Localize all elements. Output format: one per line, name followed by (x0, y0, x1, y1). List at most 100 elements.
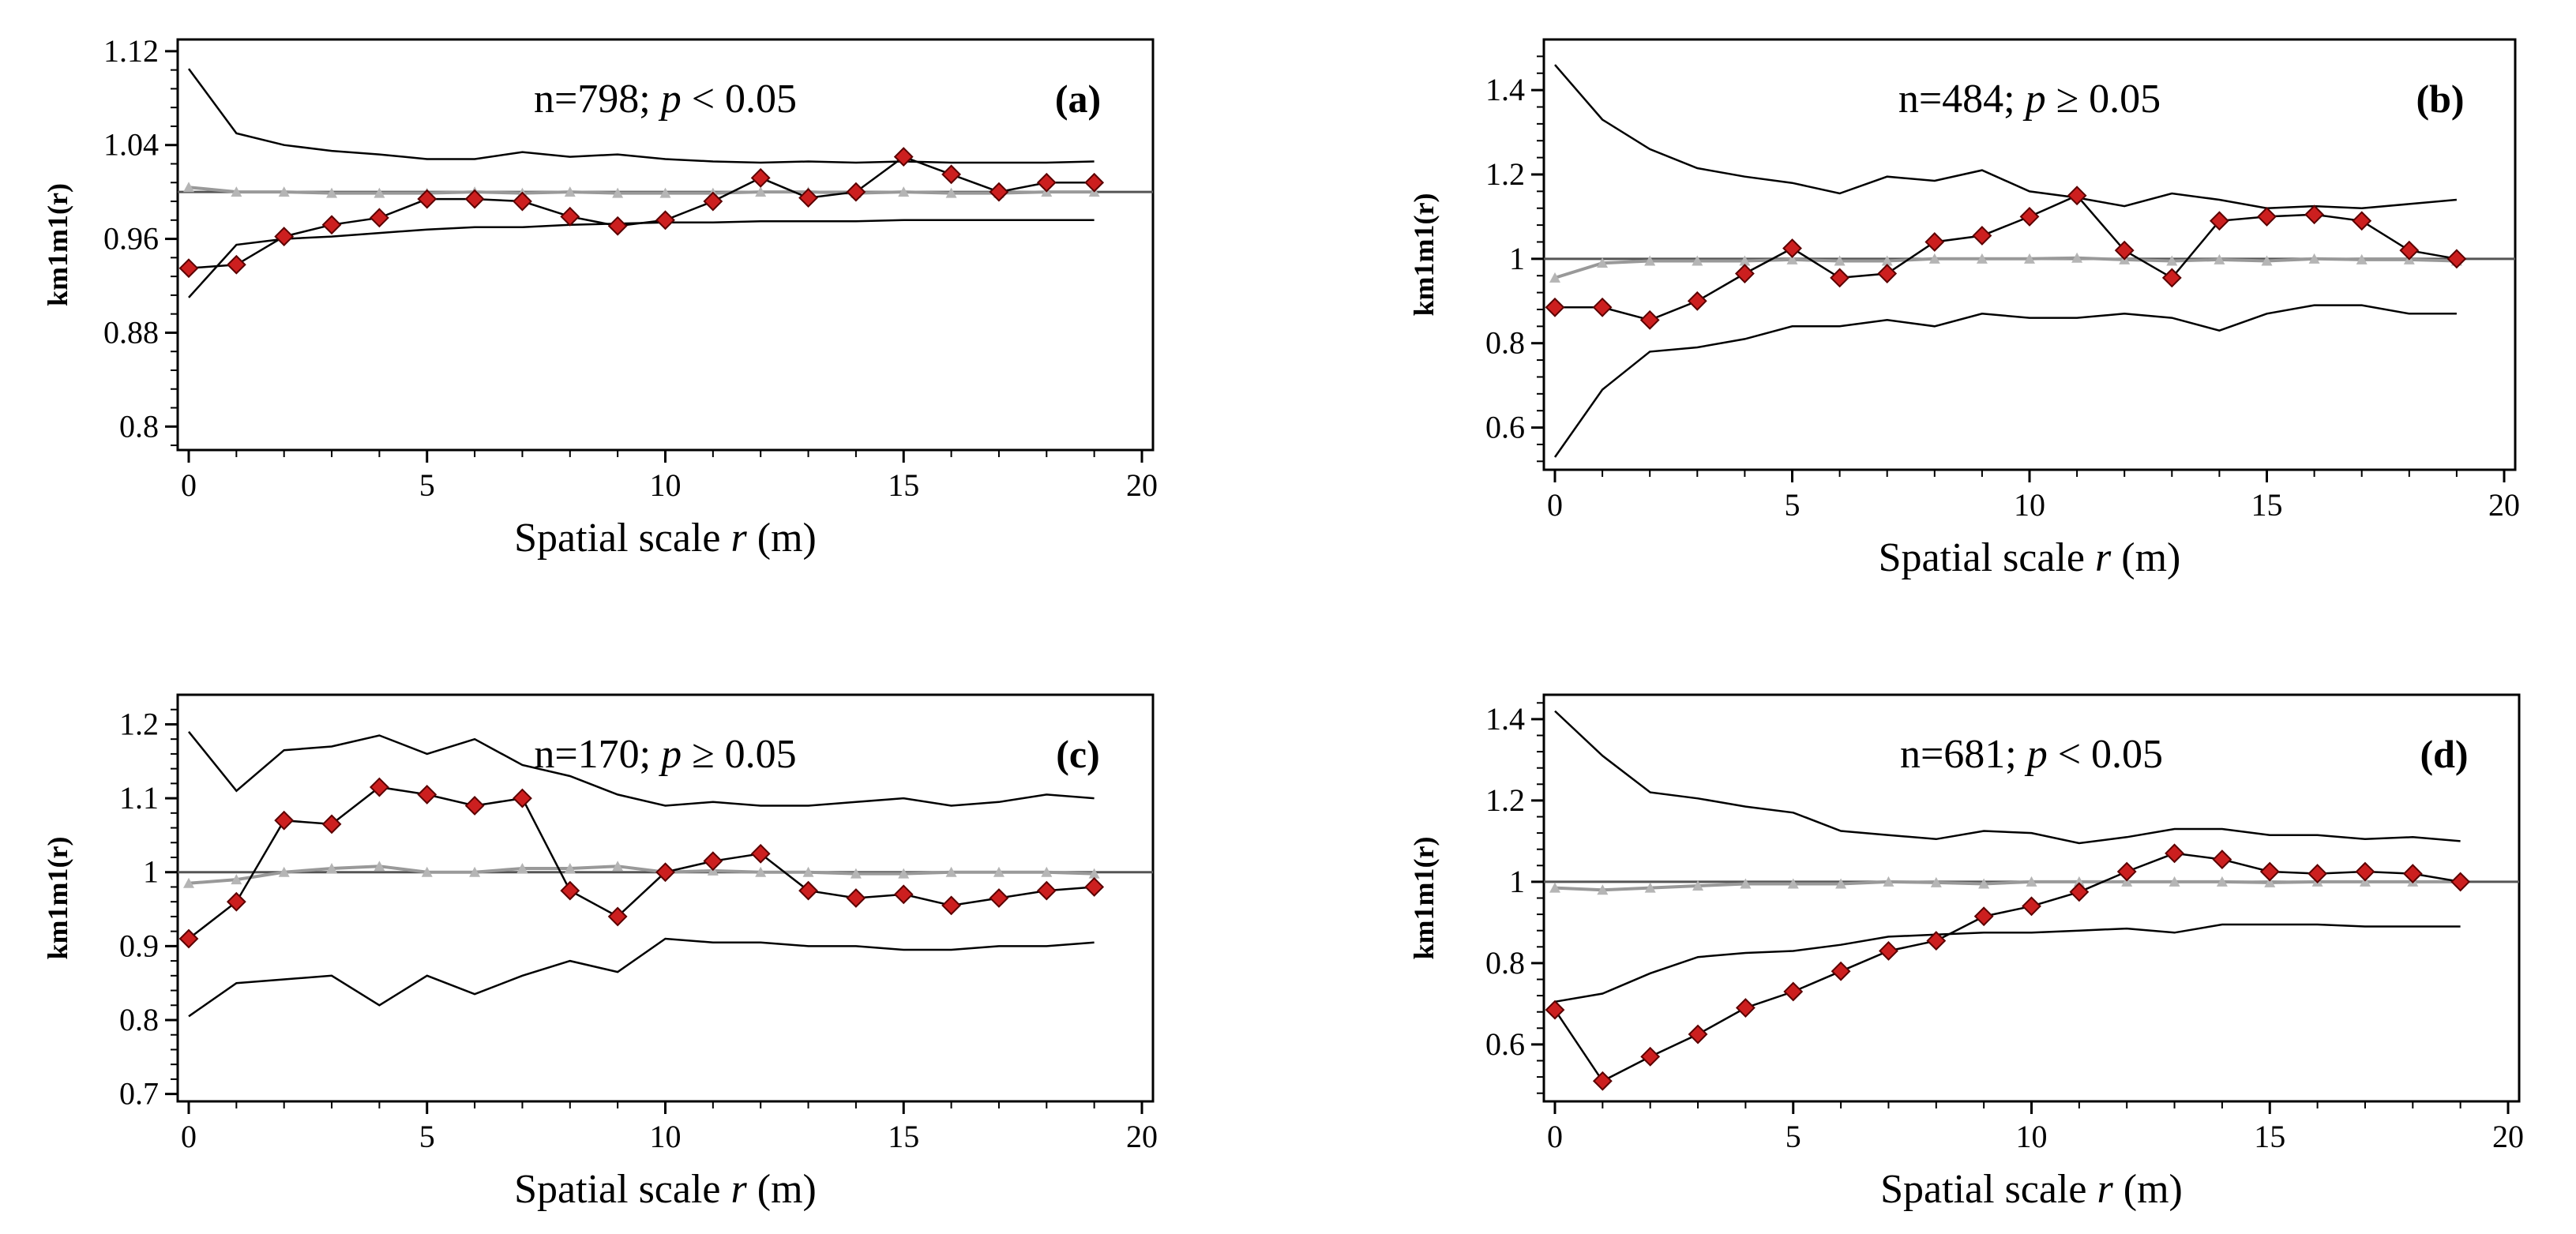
y-tick-label: 1.2 (119, 706, 159, 741)
mean-marker (183, 182, 194, 193)
observed-point (226, 254, 246, 275)
mean-marker (1549, 272, 1560, 283)
y-axis-label: km1m1(r) (42, 837, 73, 960)
mean-marker (1881, 255, 1893, 266)
mean-marker (183, 877, 194, 888)
mean-marker (278, 866, 290, 877)
observed-point (513, 191, 532, 212)
observed-point (1877, 264, 1898, 283)
y-tick-label: 1.12 (103, 33, 159, 69)
stats-annotation: n=170; p ≥ 0.05 (534, 732, 796, 777)
y-axis-label: km1m1(r) (1408, 193, 1440, 317)
observed-point (1972, 226, 1992, 246)
observed-point (941, 895, 962, 916)
observed-point (2450, 872, 2471, 892)
y-tick-label: 0.8 (119, 1002, 159, 1037)
x-tick-label: 5 (1785, 487, 1801, 523)
x-tick-label: 0 (181, 467, 197, 503)
mean-marker (278, 186, 290, 197)
panel-d: 0.6 0.8 1 1.2 1.4 0 5 10 15 20 km1m1(r) Spatial sca… (1408, 693, 2524, 1212)
observed-point (2161, 268, 2182, 288)
observed-point (2257, 206, 2277, 227)
mean-marker (231, 186, 242, 197)
mean-marker (326, 187, 338, 198)
mean-marker (2071, 252, 2083, 263)
observed-point (798, 188, 818, 208)
mean-marker (1978, 878, 1990, 889)
observed-point (464, 796, 485, 816)
observed-point (607, 906, 628, 927)
stats-annotation: n=681; p < 0.05 (1900, 732, 2163, 777)
x-tick-label: 10 (650, 467, 682, 503)
mean-marker (564, 863, 576, 874)
x-tick-label: 5 (419, 467, 435, 503)
observed-point (321, 215, 342, 235)
y-axis-label: km1m1(r) (42, 183, 73, 306)
observed-point (274, 227, 295, 247)
mean-marker (1597, 257, 1609, 268)
x-tick-label: 10 (2016, 1119, 2048, 1154)
observed-point (750, 167, 771, 188)
observed-point (369, 208, 389, 228)
mean-marker (1835, 878, 1847, 889)
series-upper-envelope (1554, 64, 2458, 209)
observed-point (464, 189, 485, 209)
mean-marker (1834, 255, 1846, 266)
series-lower-envelope (1554, 923, 2461, 1003)
panel-label: (b) (2416, 77, 2464, 121)
observed-point (655, 862, 675, 883)
series-simulation-mean (188, 186, 1095, 195)
series-lower-envelope (1553, 304, 2457, 458)
mean-marker (231, 874, 242, 885)
stats-annotation: n=798; p < 0.05 (534, 77, 797, 122)
observed-point (893, 147, 914, 167)
x-axis-label: Spatial scale r (m) (1879, 535, 2181, 580)
panel-label: (d) (2420, 732, 2468, 776)
y-tick-label: 1.2 (1485, 782, 1525, 818)
mean-marker (1549, 882, 1560, 893)
x-tick-label: 15 (2251, 487, 2283, 523)
observed-point (2022, 896, 2041, 917)
stats-annotation: n=484; p ≥ 0.05 (1898, 77, 2161, 122)
mean-marker (1644, 255, 1656, 266)
observed-point (178, 928, 199, 949)
series-upper-envelope (1554, 710, 2461, 845)
mean-marker (850, 868, 862, 879)
observed-point (178, 258, 199, 279)
mean-marker (2264, 876, 2276, 887)
y-tick-label: 1 (1509, 241, 1525, 276)
mean-marker (1976, 253, 1988, 264)
observed-point (1924, 232, 1945, 252)
mean-marker (2214, 253, 2225, 264)
series-lower-envelope (188, 219, 1095, 298)
mean-marker (2026, 876, 2037, 887)
y-tick-label: 0.6 (1485, 1026, 1525, 1062)
observed-point (846, 888, 866, 908)
observed-point (417, 784, 437, 805)
observed-point (989, 888, 1009, 908)
mean-marker (1692, 880, 1704, 891)
observed-point (1926, 931, 1947, 951)
mean-marker (1786, 253, 1798, 264)
observed-point (750, 843, 771, 864)
x-tick-label: 0 (1547, 1119, 1563, 1154)
observed-point (1973, 906, 1994, 927)
mean-marker (1597, 884, 1609, 895)
y-tick-label: 0.6 (1485, 410, 1525, 445)
observed-point (703, 191, 723, 212)
observed-point (1592, 297, 1613, 317)
observed-point (513, 788, 532, 808)
observed-point (2399, 240, 2420, 261)
panel-b: 0.6 0.8 1 1.2 1.4 0 5 10 15 20 km1m1(r) Spatial sca… (1408, 38, 2520, 580)
x-tick-label: 20 (1126, 1119, 1158, 1154)
mean-marker (659, 187, 671, 198)
series-lower-envelope (188, 937, 1095, 1018)
series-simulation-mean (1554, 880, 2461, 892)
observed-point (1879, 941, 1898, 961)
x-tick-label: 20 (2488, 487, 2520, 523)
mean-marker (374, 187, 385, 198)
y-tick-label: 1.04 (103, 127, 159, 163)
observed-point (2308, 864, 2328, 884)
